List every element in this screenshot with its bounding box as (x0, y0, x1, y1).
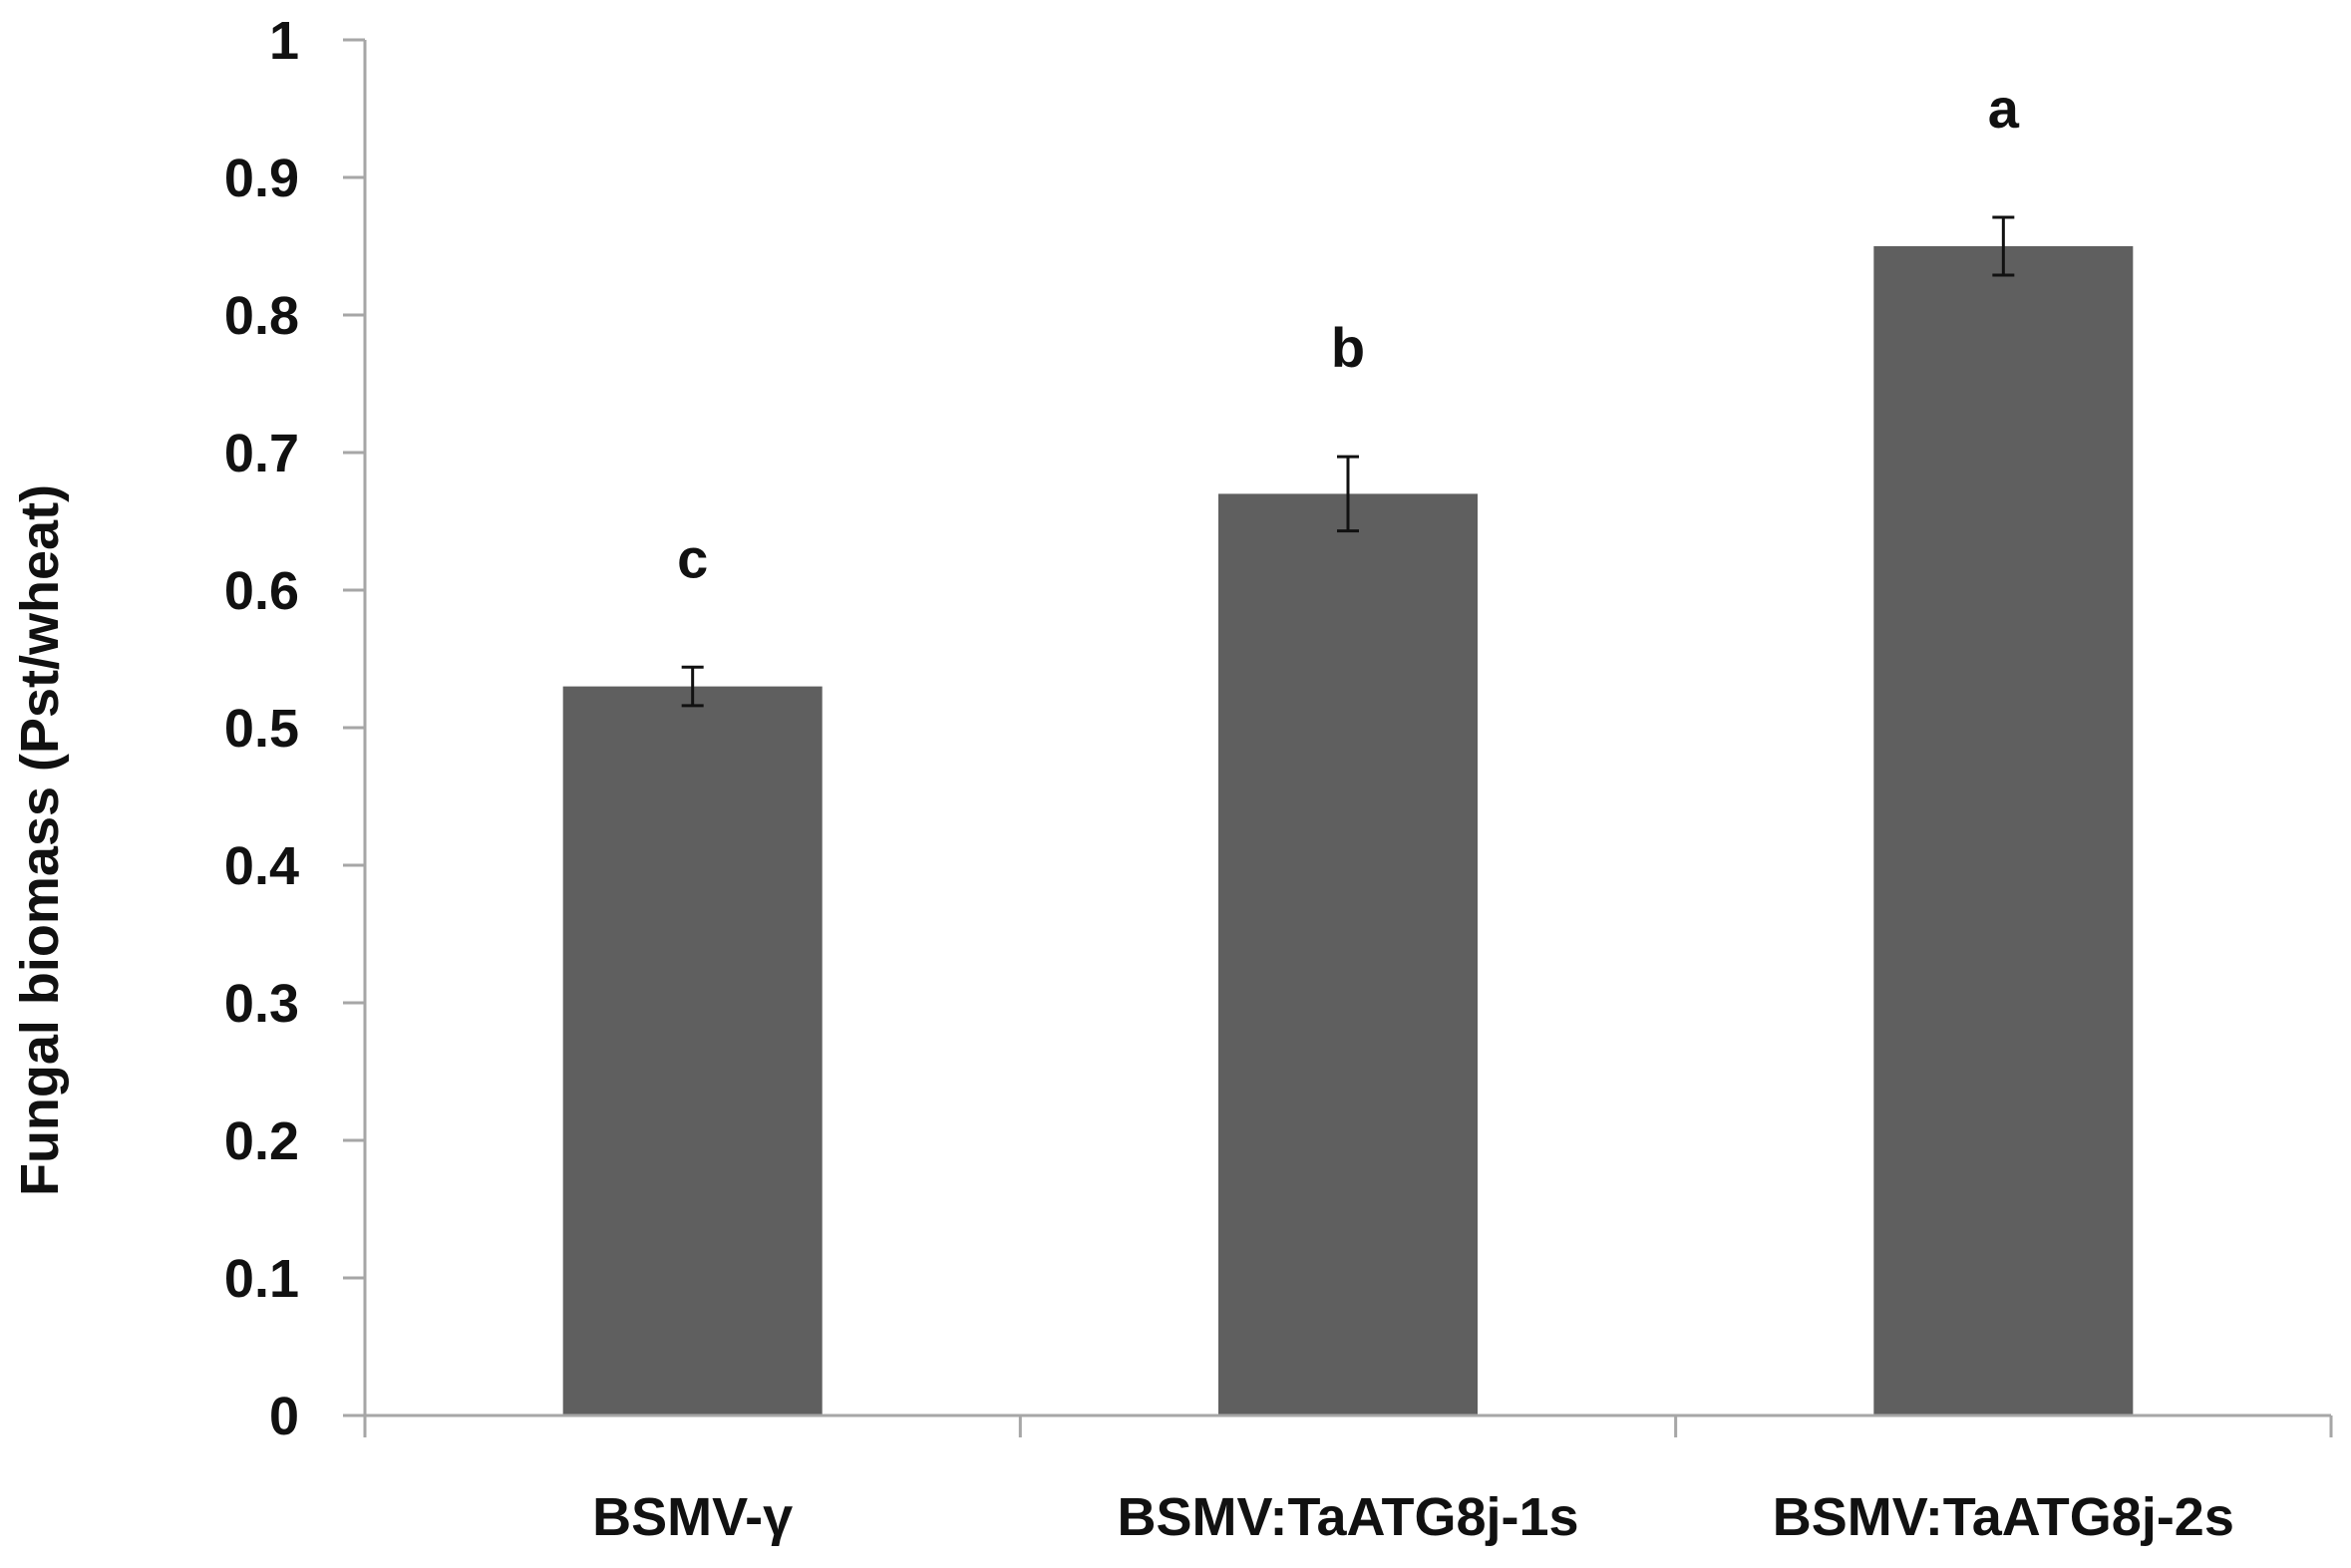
bar (1218, 493, 1478, 1415)
y-tick-label: 0.8 (224, 286, 299, 346)
bar (562, 686, 823, 1415)
y-tick-label: 0 (269, 1387, 299, 1446)
y-tick-label: 0.7 (224, 424, 299, 483)
x-category-label: BSMV:TaATG8j-1s (1117, 1487, 1578, 1547)
x-category-label: BSMV-γ (592, 1487, 793, 1547)
bar (1873, 246, 2134, 1415)
axes (363, 40, 2331, 1417)
significance-label: a (1988, 77, 2020, 140)
bars: c b a (562, 77, 2134, 1415)
y-axis-title: Fungal biomass (Pst/wheat) (10, 484, 70, 1196)
y-tick-label: 0.4 (224, 836, 299, 896)
y-tick-label: 0.9 (224, 149, 299, 208)
x-category-label: BSMV:TaATG8j-2s (1773, 1487, 2234, 1547)
y-tick-label: 0.5 (224, 699, 299, 759)
significance-label: b (1331, 316, 1365, 379)
y-tick-label: 1 (269, 11, 299, 71)
y-tick-label: 0.6 (224, 561, 299, 621)
y-tick-label: 0.3 (224, 974, 299, 1034)
y-axis-ticks: 0 0.1 0.2 0.3 0.4 0.5 0.6 0.7 0.8 0.9 1 (224, 11, 365, 1446)
y-tick-label: 0.2 (224, 1111, 299, 1171)
y-tick-label: 0.1 (224, 1249, 299, 1309)
significance-label: c (677, 526, 708, 589)
x-axis-ticks: BSMV-γ BSMV:TaATG8j-1s BSMV:TaATG8j-2s (363, 1415, 2333, 1547)
